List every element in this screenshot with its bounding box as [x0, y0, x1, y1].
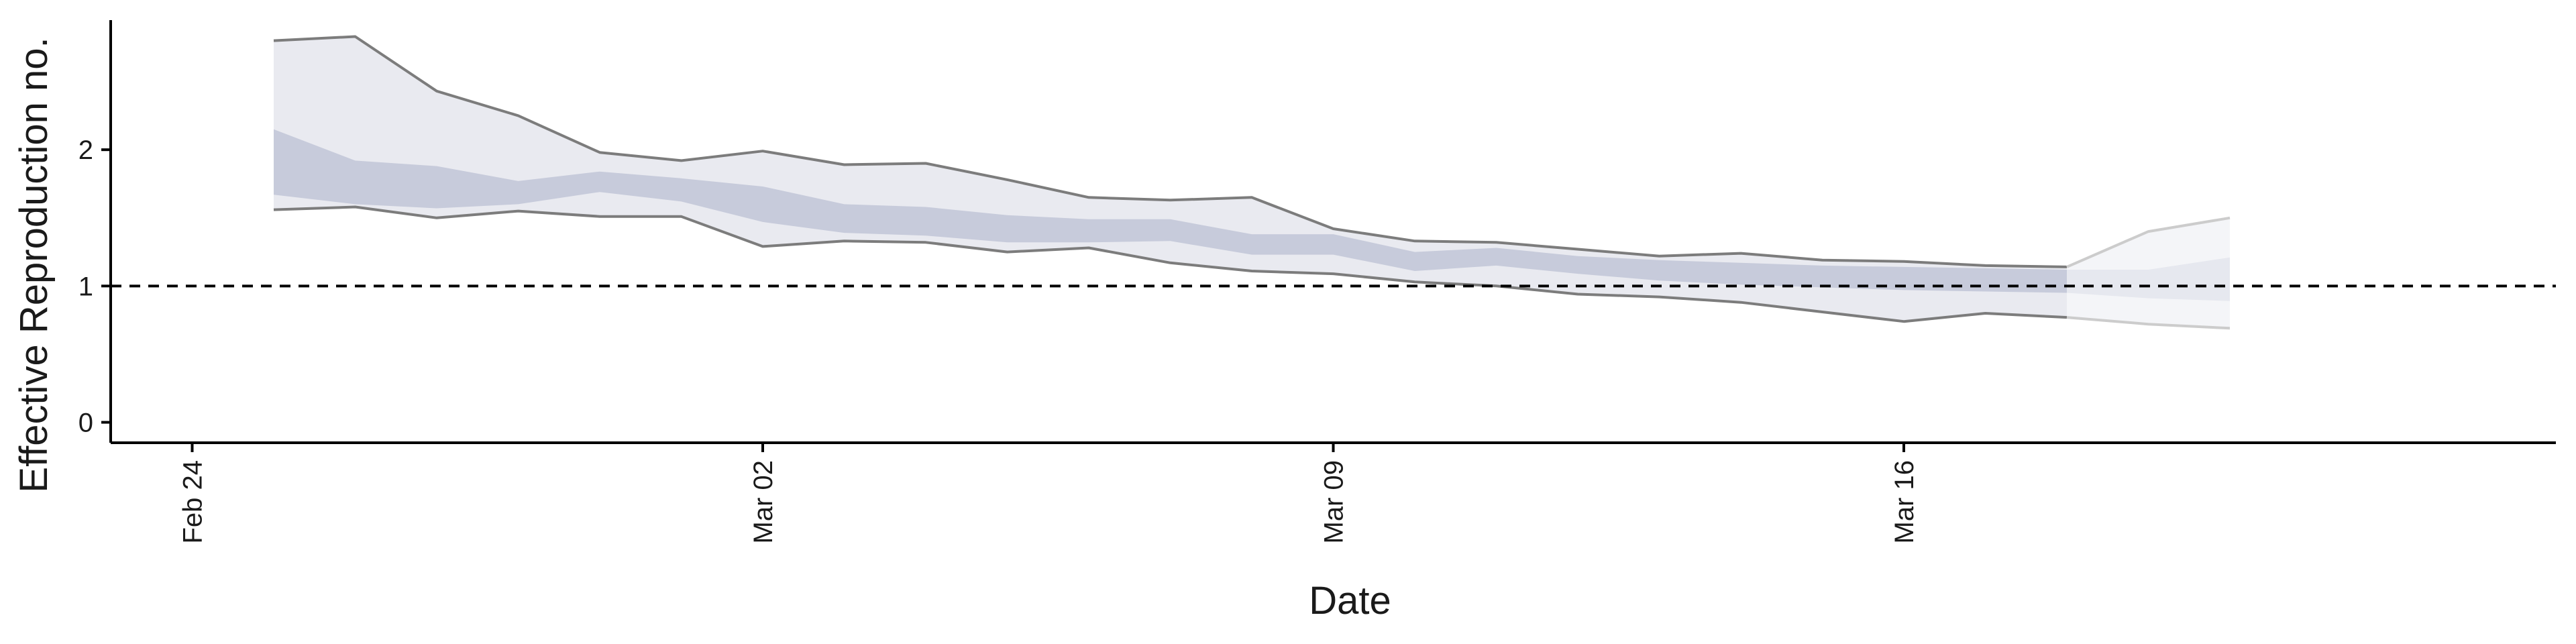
- x-tick-label: Mar 02: [749, 460, 778, 544]
- y-axis: 0 1 2: [78, 20, 112, 443]
- lower-outline-forecast: [2066, 316, 2231, 330]
- inner-band-estimate: [274, 129, 2067, 293]
- y-tick-label: 1: [78, 272, 93, 301]
- x-ticks: Feb 24 Mar 02 Mar 09 Mar 16: [178, 443, 1919, 544]
- credible-interval-bands: [274, 36, 2230, 329]
- inner-band-forecast: [2067, 257, 2230, 301]
- x-axis-title: Date: [1309, 579, 1391, 623]
- upper-outline-estimate: [273, 35, 2068, 268]
- y-axis-title: Effective Reproduction no.: [12, 37, 56, 492]
- x-axis: Feb 24 Mar 02 Mar 09 Mar 16: [111, 441, 2556, 544]
- x-tick-label: Mar 16: [1890, 460, 1919, 544]
- outer-band-outlines: [273, 35, 2231, 330]
- plot-area: [111, 35, 2556, 330]
- x-tick-label: Feb 24: [178, 460, 208, 544]
- y-ticks: 0 1 2: [78, 136, 111, 438]
- y-tick-label: 2: [78, 136, 93, 165]
- lower-outline-estimate: [273, 205, 2068, 323]
- y-tick-label: 0: [78, 409, 93, 438]
- x-tick-label: Mar 09: [1320, 460, 1349, 544]
- upper-outline-forecast: [2066, 216, 2231, 268]
